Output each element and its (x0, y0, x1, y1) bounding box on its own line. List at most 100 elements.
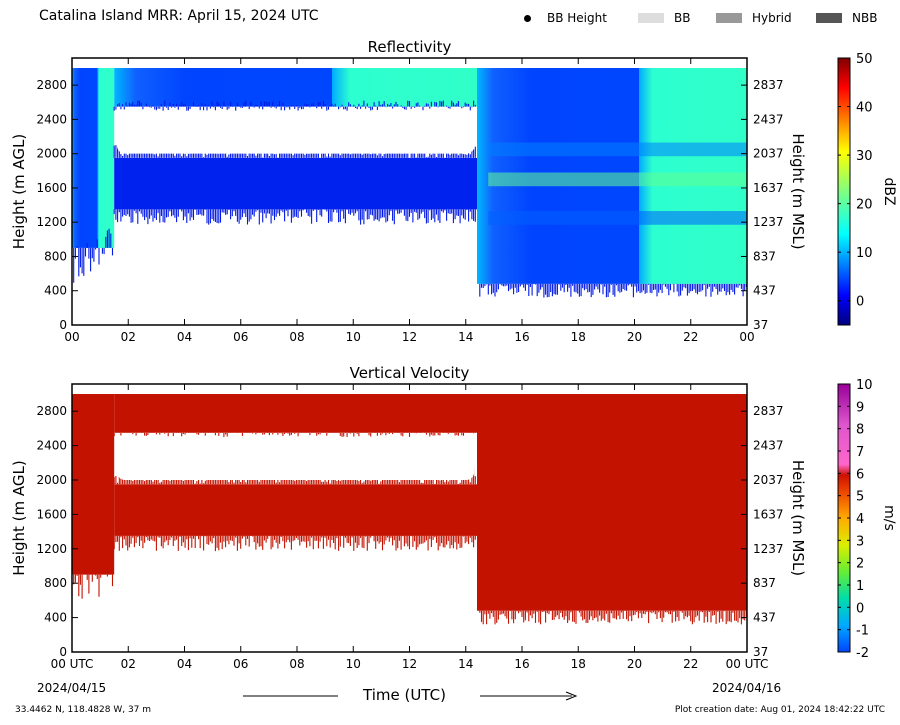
x-tick-label: 10 (346, 330, 361, 344)
colorbar-tick-label: 0 (856, 295, 864, 310)
colorbar-tick-label: 5 (856, 490, 864, 505)
x-tick-label: 22 (683, 330, 698, 344)
legend-item-nbb: NBB (816, 11, 877, 25)
colorbar-tick-label: 4 (856, 512, 864, 527)
echo-gap (117, 437, 475, 480)
colorbar-tick-label: -1 (856, 624, 869, 639)
legend-label: BB (674, 11, 691, 25)
x-tick-label: 00 UTC (726, 657, 769, 671)
panel-title: Vertical Velocity (350, 364, 470, 382)
colorbar-label: m/s (881, 505, 897, 531)
x-tick-label: 18 (571, 657, 586, 671)
legend-swatch (716, 13, 742, 23)
legend-dot-icon (524, 14, 531, 22)
x-tick-label: 08 (289, 330, 304, 344)
y2-tick-label: 37 (753, 318, 768, 332)
echo-region (114, 394, 477, 433)
y-tick-label: 0 (59, 318, 67, 332)
echo-region (114, 484, 477, 536)
legend-label: NBB (852, 11, 878, 25)
legend-label: BB Height (547, 11, 607, 25)
x-tick-label: 16 (514, 330, 529, 344)
y-tick-label: 2000 (36, 473, 67, 487)
echo-band (488, 172, 747, 187)
y-tick-label: 2400 (36, 439, 67, 453)
y2-tick-label: 837 (753, 576, 776, 590)
y2-tick-label: 2437 (753, 112, 784, 126)
x-tick-label: 06 (233, 330, 248, 344)
echo-region (114, 68, 477, 107)
legend-item-hybrid: Hybrid (716, 11, 792, 25)
colorbar-tick-label: 0 (856, 601, 864, 616)
y2-tick-label: 1237 (753, 542, 784, 556)
y-tick-label: 800 (44, 576, 67, 590)
y-tick-label: 400 (44, 611, 67, 625)
colorbar-tick-label: 2 (856, 557, 864, 572)
y2-axis-label: Height (m MSL) (789, 460, 807, 576)
y-tick-label: 1600 (36, 181, 67, 195)
echo-gap (117, 110, 475, 154)
colorbar-tick-label: 10 (856, 246, 873, 261)
colorbar-tick-label: 20 (856, 198, 873, 213)
legend-item-bb-height: BB Height (524, 11, 607, 25)
y-tick-label: 0 (59, 645, 67, 659)
arrow-head-icon (565, 691, 578, 701)
colorbar-tick-label: 8 (856, 423, 864, 438)
y2-tick-label: 37 (753, 645, 768, 659)
x-end-date: 2024/04/16 (712, 681, 782, 695)
x-tick-label: 14 (458, 330, 473, 344)
x-tick-label: 20 (627, 330, 642, 344)
y2-tick-label: 1637 (753, 507, 784, 521)
colorbar-tick-label: 50 (856, 52, 873, 67)
colorbar-tick-label: 1 (856, 579, 864, 594)
colorbar-tick-label: 3 (856, 534, 864, 549)
legend-label: Hybrid (752, 11, 792, 25)
echo-region (114, 157, 477, 210)
y2-tick-label: 1637 (753, 181, 784, 195)
y-tick-label: 1600 (36, 507, 67, 521)
y-tick-label: 2000 (36, 147, 67, 161)
y-tick-label: 1200 (36, 215, 67, 229)
y2-tick-label: 2837 (753, 404, 784, 418)
x-start-date: 2024/04/15 (37, 681, 107, 695)
colorbar-tick-label: 10 (856, 378, 873, 393)
echo-region (72, 394, 115, 575)
y-tick-label: 800 (44, 249, 67, 263)
y-axis-label: Height (m AGL) (10, 134, 28, 249)
legend-item-bb: BB (638, 11, 690, 25)
x-tick-label: 04 (177, 657, 192, 671)
x-tick-label: 18 (571, 330, 586, 344)
y-tick-label: 2800 (36, 404, 67, 418)
x-tick-label: 04 (177, 330, 192, 344)
x-tick-label: 00 (739, 330, 754, 344)
x-tick-label: 16 (514, 657, 529, 671)
y2-tick-label: 2037 (753, 147, 784, 161)
x-tick-label: 00 (64, 330, 79, 344)
panel-title: Reflectivity (368, 38, 452, 56)
colorbar-label: dBZ (881, 177, 897, 205)
colorbar-tick-label: 30 (856, 149, 873, 164)
y2-tick-label: 837 (753, 249, 776, 263)
echo-band (488, 142, 747, 157)
colorbar-tick-label: 40 (856, 101, 873, 116)
x-axis-label: Time (UTC) (363, 686, 446, 704)
y-tick-label: 400 (44, 284, 67, 298)
x-tick-label: 08 (289, 657, 304, 671)
colorbar-tick-label: 9 (856, 400, 864, 415)
colorbar (837, 57, 851, 326)
x-tick-label: 14 (458, 657, 473, 671)
x-tick-label: 10 (346, 657, 361, 671)
x-tick-label: 12 (402, 330, 417, 344)
x-tick-label: 02 (121, 330, 136, 344)
colorbar-tick-label: 6 (856, 467, 864, 482)
x-tick-label: 20 (627, 657, 642, 671)
y-tick-label: 2400 (36, 112, 67, 126)
figure-title: Catalina Island MRR: April 15, 2024 UTC (39, 8, 319, 24)
station-location: 33.4462 N, 118.4828 W, 37 m (15, 705, 152, 715)
x-tick-label: 12 (402, 657, 417, 671)
colorbar-tick-label: 7 (856, 445, 864, 460)
